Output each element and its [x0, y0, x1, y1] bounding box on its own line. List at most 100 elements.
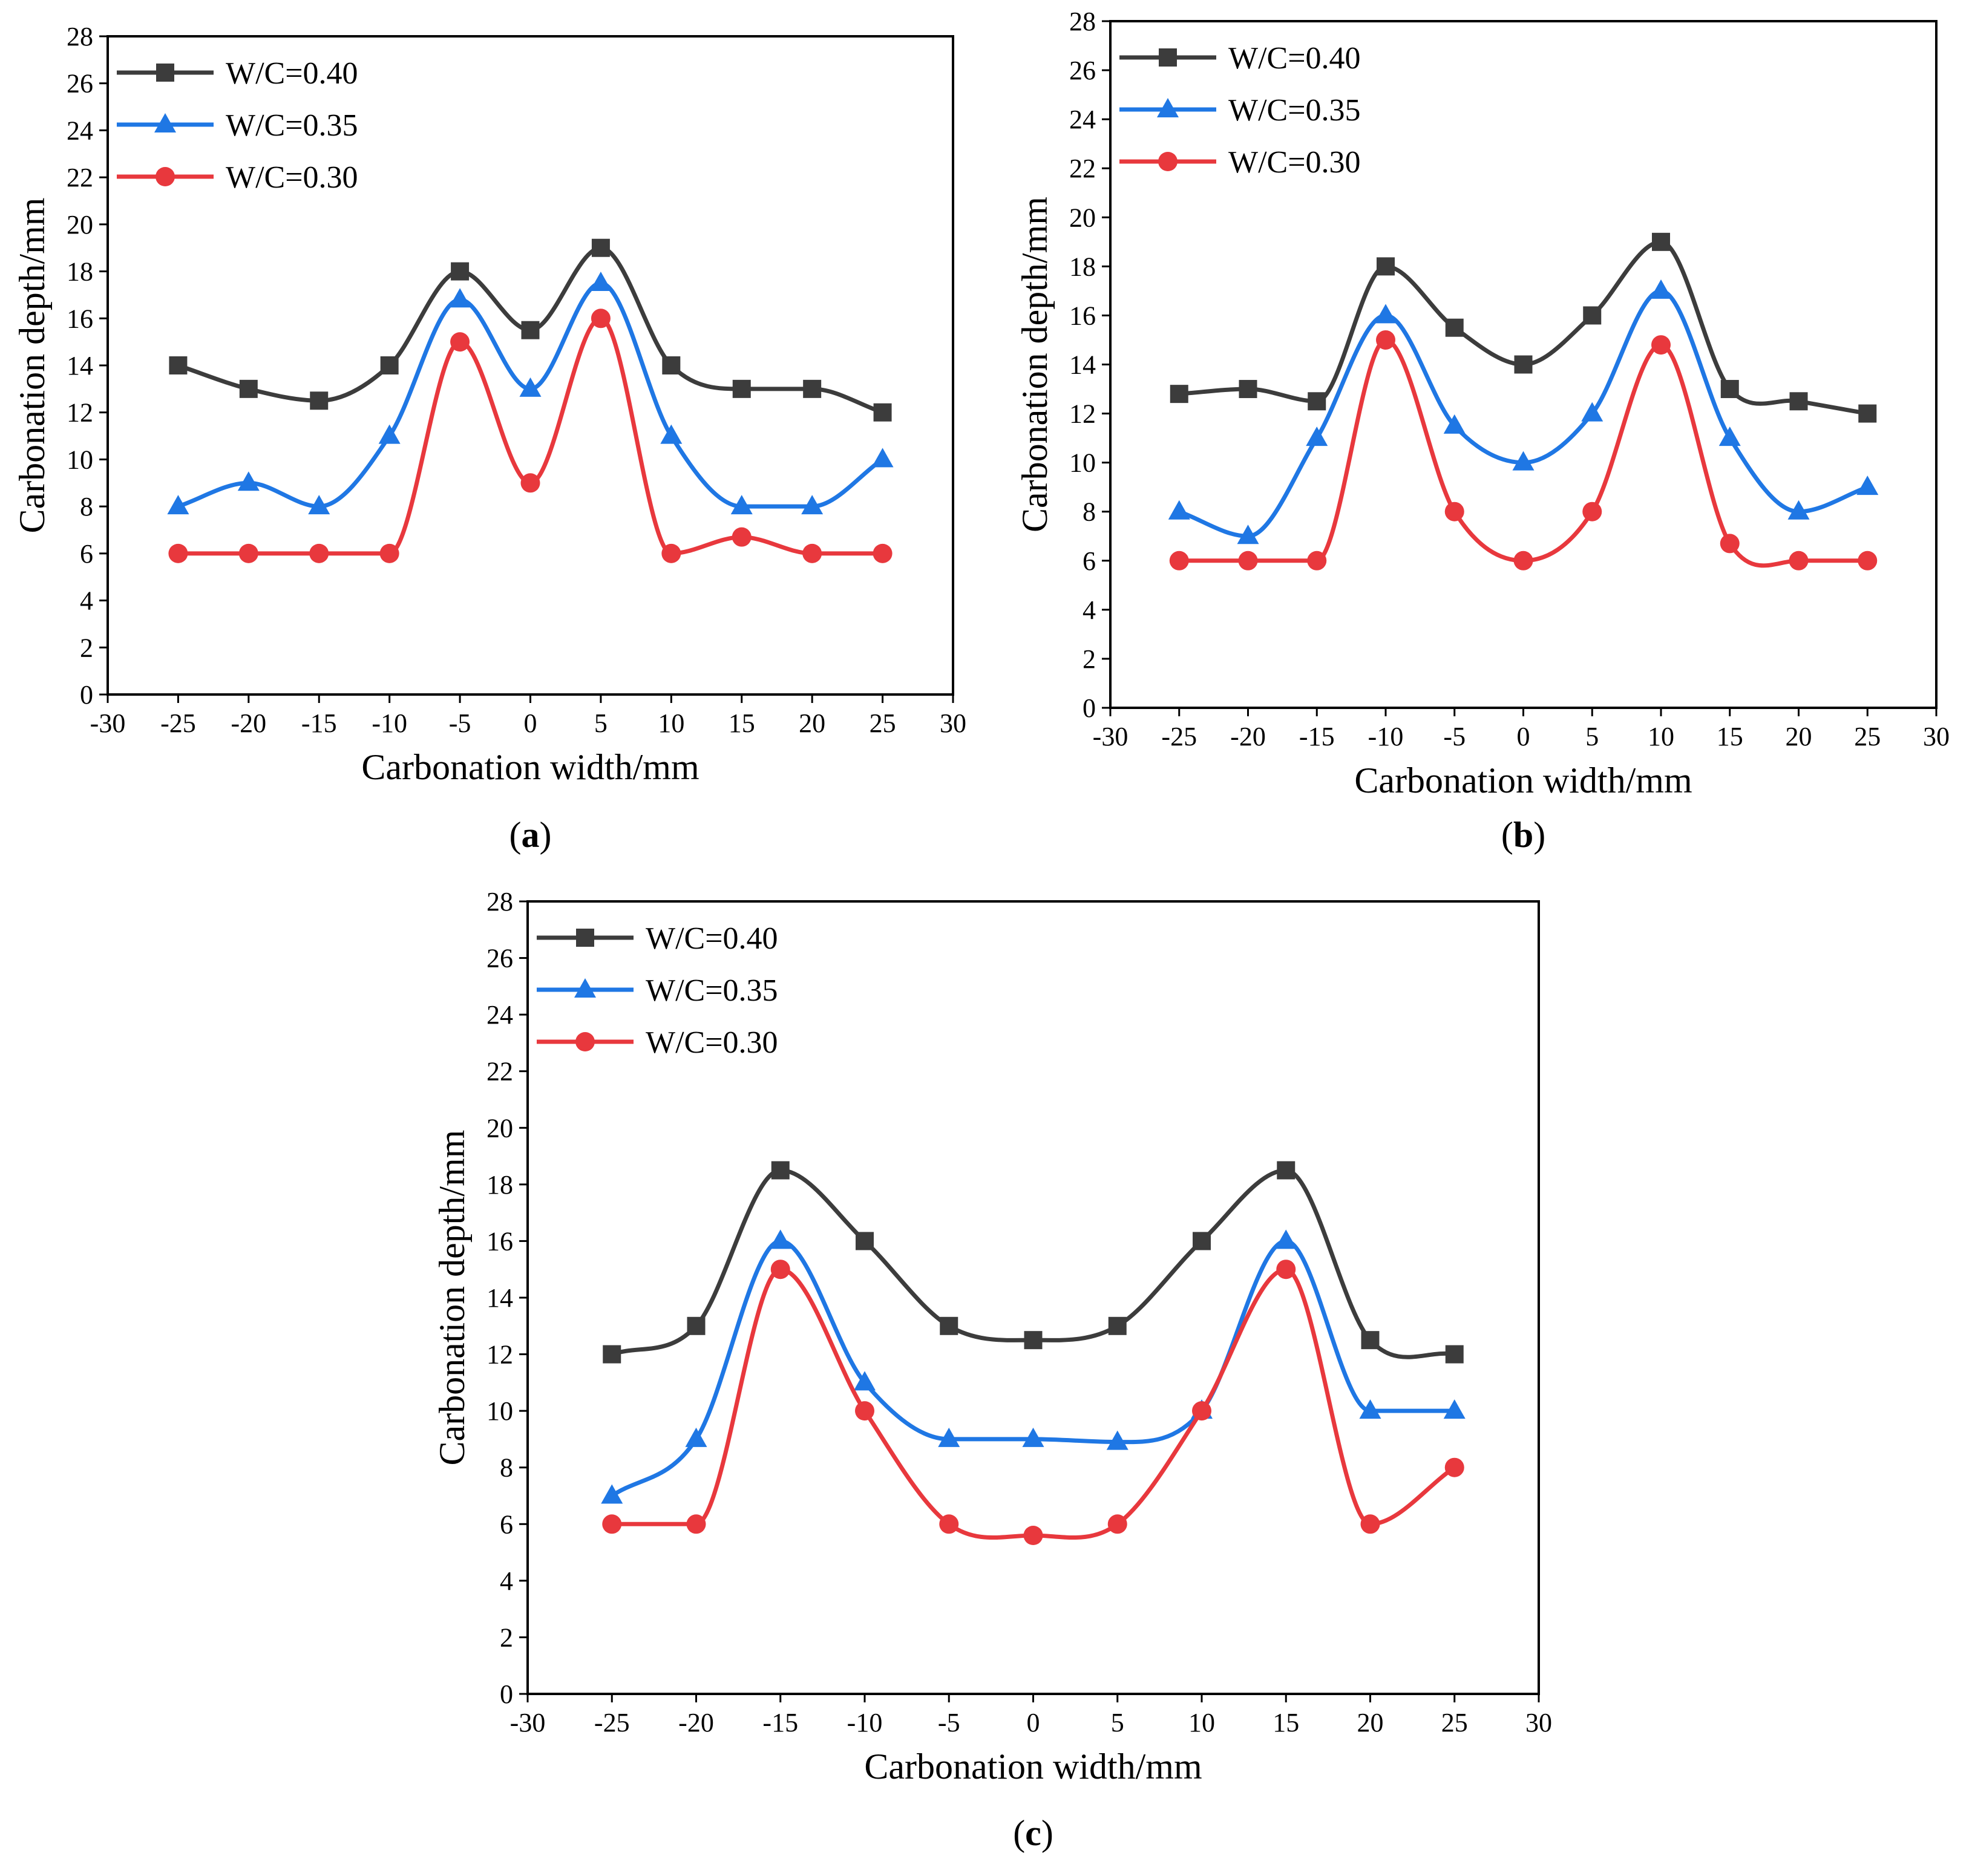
- series-3: [1169, 330, 1878, 570]
- x-tick-label: -30: [510, 1708, 546, 1737]
- y-tick-label: 2: [1083, 644, 1096, 674]
- y-tick-label: 12: [486, 1340, 513, 1370]
- data-point: [521, 321, 540, 339]
- legend-label: W/C=0.40: [226, 56, 358, 91]
- legend-marker: [574, 978, 596, 998]
- panel-label: (b): [1501, 815, 1545, 855]
- data-point: [801, 495, 824, 515]
- data-point: [1307, 551, 1327, 570]
- y-tick-label: 20: [67, 210, 93, 240]
- data-point: [1651, 335, 1671, 355]
- data-point: [938, 1427, 960, 1447]
- y-axis-title: Carbonation depth/mm: [12, 198, 52, 534]
- x-tick-label: 15: [1273, 1708, 1299, 1737]
- data-point: [1444, 502, 1464, 521]
- y-tick-label: 8: [80, 492, 93, 521]
- y-tick-label: 0: [1083, 693, 1096, 723]
- y-tick-label: 28: [1069, 7, 1096, 36]
- x-tick-label: -30: [1093, 722, 1128, 751]
- legend-item: W/C=0.30: [117, 160, 358, 195]
- x-tick-label: 20: [1786, 722, 1812, 751]
- y-tick-label: 8: [1083, 497, 1096, 527]
- data-point: [1359, 1399, 1381, 1419]
- x-tick-label: -15: [762, 1708, 798, 1737]
- legend-marker: [576, 929, 594, 947]
- data-point: [1718, 427, 1741, 446]
- x-tick-label: -20: [1230, 722, 1266, 751]
- data-point: [1443, 1399, 1466, 1419]
- data-point: [1652, 232, 1670, 251]
- x-tick-label: -15: [301, 708, 337, 738]
- x-tick-label: 5: [1111, 1708, 1124, 1737]
- data-point: [519, 377, 542, 397]
- data-point: [380, 356, 399, 374]
- y-tick-label: 18: [486, 1170, 513, 1200]
- panel-letter: c: [1025, 1813, 1041, 1853]
- y-tick-label: 10: [1069, 448, 1096, 478]
- y-tick-label: 28: [486, 887, 513, 917]
- data-point: [685, 1427, 707, 1447]
- legend-label: W/C=0.35: [1228, 93, 1361, 128]
- y-tick-label: 0: [80, 680, 93, 710]
- data-point: [1858, 404, 1877, 423]
- legend-marker: [156, 64, 174, 82]
- y-tick-label: 26: [486, 944, 513, 973]
- x-tick-label: 15: [729, 708, 755, 738]
- data-point: [1375, 304, 1397, 324]
- y-tick-label: 6: [1083, 546, 1096, 576]
- y-tick-label: 24: [486, 1000, 513, 1030]
- y-tick-label: 14: [67, 351, 93, 381]
- y-tick-label: 20: [1069, 203, 1096, 232]
- data-point: [1170, 385, 1188, 404]
- y-tick-label: 4: [500, 1566, 513, 1596]
- x-axis-title: Carbonation width/mm: [864, 1747, 1202, 1786]
- data-point: [1168, 500, 1190, 520]
- data-point: [520, 473, 540, 493]
- legend-item: W/C=0.40: [1119, 41, 1361, 76]
- series-2: [167, 272, 894, 515]
- y-axis-title: Carbonation depth/mm: [432, 1130, 472, 1466]
- y-tick-label: 18: [67, 257, 93, 287]
- data-point: [1445, 318, 1464, 337]
- legend-item: W/C=0.30: [537, 1025, 778, 1060]
- data-point: [1108, 1316, 1127, 1335]
- data-point: [1444, 1457, 1464, 1477]
- x-tick-label: 10: [1188, 1708, 1215, 1737]
- data-point: [310, 391, 329, 410]
- data-point: [1107, 1514, 1127, 1534]
- y-tick-label: 18: [1069, 252, 1096, 281]
- x-tick-label: 25: [1854, 722, 1881, 751]
- chart-panel-c: -30 -25 -20 -15 -10 -5 0 5 10 15 20 25 3002468101214…: [432, 887, 1552, 1853]
- legend-label: W/C=0.40: [1228, 41, 1361, 76]
- x-tick-label: -20: [231, 708, 267, 738]
- y-tick-label: 22: [67, 163, 93, 192]
- data-point: [1360, 1514, 1380, 1534]
- data-point: [1789, 551, 1809, 570]
- data-point: [1858, 551, 1878, 570]
- data-point: [603, 1345, 621, 1364]
- data-point: [1106, 1430, 1128, 1450]
- data-point: [1377, 257, 1395, 276]
- y-tick-label: 12: [67, 398, 93, 428]
- chart-panel-a: -30 -25 -20 -15 -10 -5 0 5 10 15 20 25 3002468101214…: [12, 22, 966, 855]
- y-tick-label: 22: [486, 1057, 513, 1087]
- plot-frame: [526, 900, 1540, 1695]
- y-tick-label: 8: [500, 1453, 513, 1483]
- x-tick-label: -25: [160, 708, 196, 738]
- x-tick-label: 20: [799, 708, 825, 738]
- series-3: [168, 309, 893, 563]
- data-point: [1720, 534, 1740, 554]
- y-tick-label: 20: [486, 1113, 513, 1143]
- series-1: [603, 1161, 1464, 1364]
- y-tick-label: 26: [1069, 56, 1096, 85]
- legend-marker: [1158, 152, 1178, 171]
- data-point: [939, 1514, 959, 1534]
- data-point: [1512, 451, 1535, 471]
- legend-item: W/C=0.35: [537, 973, 778, 1008]
- data-point: [1308, 392, 1326, 411]
- y-tick-label: 14: [1069, 350, 1096, 380]
- data-point: [602, 1514, 622, 1534]
- data-point: [1583, 306, 1602, 325]
- data-point: [1277, 1161, 1296, 1180]
- data-point: [873, 403, 892, 422]
